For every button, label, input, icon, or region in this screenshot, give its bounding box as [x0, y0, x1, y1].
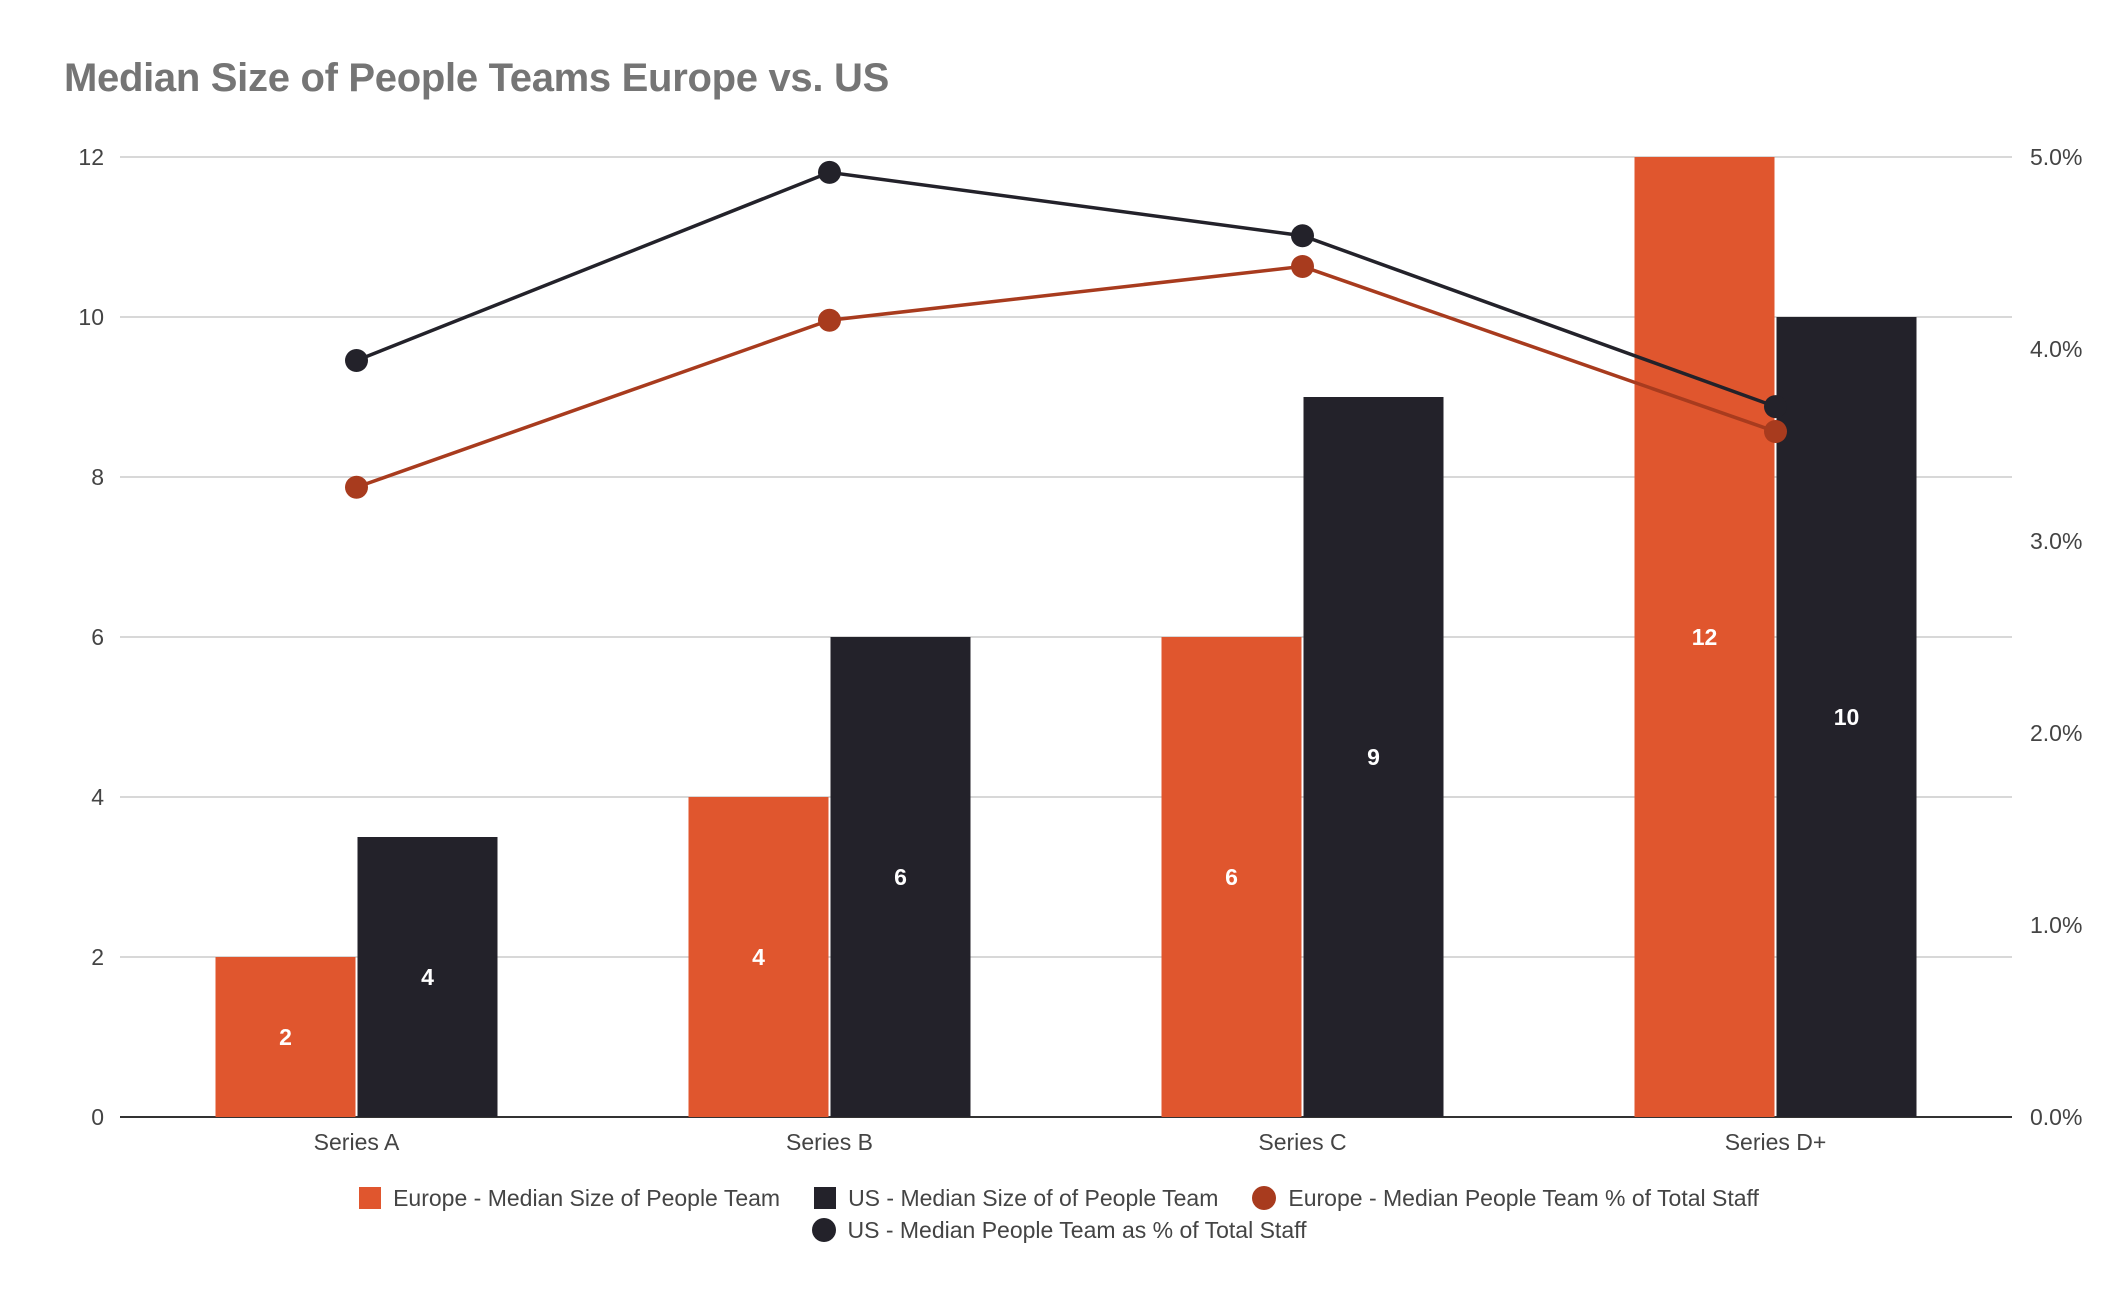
line-point: [1764, 395, 1787, 419]
x-tick-label: Series D+: [1725, 1129, 1827, 1155]
y2-tick-label: 5.0%: [2030, 144, 2082, 170]
legend-item-europe-pct[interactable]: Europe - Median People Team % of Total S…: [1252, 1185, 1759, 1212]
bar: [1776, 317, 1917, 1117]
legend-row-1: Europe - Median Size of People Team US -…: [0, 1182, 2118, 1214]
legend-item-us-size[interactable]: US - Median Size of of People Team: [814, 1185, 1218, 1212]
y-tick-label: 12: [78, 144, 104, 170]
y2-tick-label: 4.0%: [2030, 336, 2082, 362]
labels: 0 2 4 6 8 10 12 0.0% 1.0% 2.0% 3.0% 4.0% 5.0% Series …: [78, 144, 2082, 1155]
legend-swatch: [814, 1187, 837, 1209]
bar-data-label: 12: [1692, 624, 1718, 650]
line-point: [818, 308, 841, 332]
lines: [345, 160, 1787, 499]
bar: [1161, 637, 1302, 1117]
y-tick-label: 4: [91, 784, 104, 810]
bar: [357, 837, 498, 1117]
x-tick-label: Series A: [314, 1129, 400, 1155]
y-tick-label: 2: [91, 944, 104, 970]
line-point: [1291, 254, 1314, 278]
bar: [688, 797, 829, 1117]
legend: Europe - Median Size of People Team US -…: [0, 1182, 2118, 1246]
bars: [215, 157, 1917, 1117]
y2-tick-label: 1.0%: [2030, 912, 2082, 938]
legend-label: Europe - Median People Team % of Total S…: [1288, 1184, 1759, 1211]
series-line: [355, 170, 1777, 409]
line-point: [345, 475, 368, 499]
bar-data-label: 2: [279, 1024, 292, 1050]
line-point: [1764, 420, 1787, 444]
legend-swatch: [811, 1218, 836, 1242]
y-tick-label: 8: [91, 464, 104, 490]
y2-tick-label: 0.0%: [2030, 1104, 2082, 1130]
y2-tick-label: 3.0%: [2030, 528, 2082, 554]
bar: [1634, 157, 1775, 1117]
legend-swatch: [1252, 1186, 1277, 1210]
bar: [830, 637, 971, 1117]
y2-tick-label: 2.0%: [2030, 720, 2082, 746]
bar: [1303, 397, 1444, 1117]
bar-data-label: 9: [1367, 744, 1380, 770]
y-tick-label: 10: [78, 304, 104, 330]
x-tick-label: Series B: [786, 1129, 873, 1155]
y-tick-label: 6: [91, 624, 104, 650]
legend-label: US - Median Size of of People Team: [848, 1184, 1219, 1211]
legend-item-europe-size[interactable]: Europe - Median Size of People Team: [359, 1185, 780, 1212]
x-tick-label: Series C: [1258, 1129, 1346, 1155]
line-point: [345, 349, 368, 373]
line-point: [818, 160, 841, 184]
legend-label: US - Median People Team as % of Total St…: [847, 1216, 1307, 1243]
y-tick-label: 0: [91, 1104, 104, 1130]
legend-swatch: [359, 1187, 382, 1209]
legend-row-2: US - Median People Team as % of Total St…: [0, 1214, 2118, 1246]
bar-data-label: 6: [894, 864, 907, 890]
series-line: [355, 264, 1777, 489]
bar-data-label: 4: [752, 944, 765, 970]
bar-data-label: 4: [421, 964, 434, 990]
bar: [215, 957, 356, 1117]
line-point: [1291, 224, 1314, 248]
bar-data-label: 6: [1225, 864, 1238, 890]
legend-item-us-pct[interactable]: US - Median People Team as % of Total St…: [811, 1216, 1307, 1244]
chart-title: Median Size of People Teams Europe vs. U…: [64, 56, 889, 100]
bar-data-label: 10: [1834, 704, 1860, 730]
legend-label: Europe - Median Size of People Team: [393, 1184, 781, 1211]
